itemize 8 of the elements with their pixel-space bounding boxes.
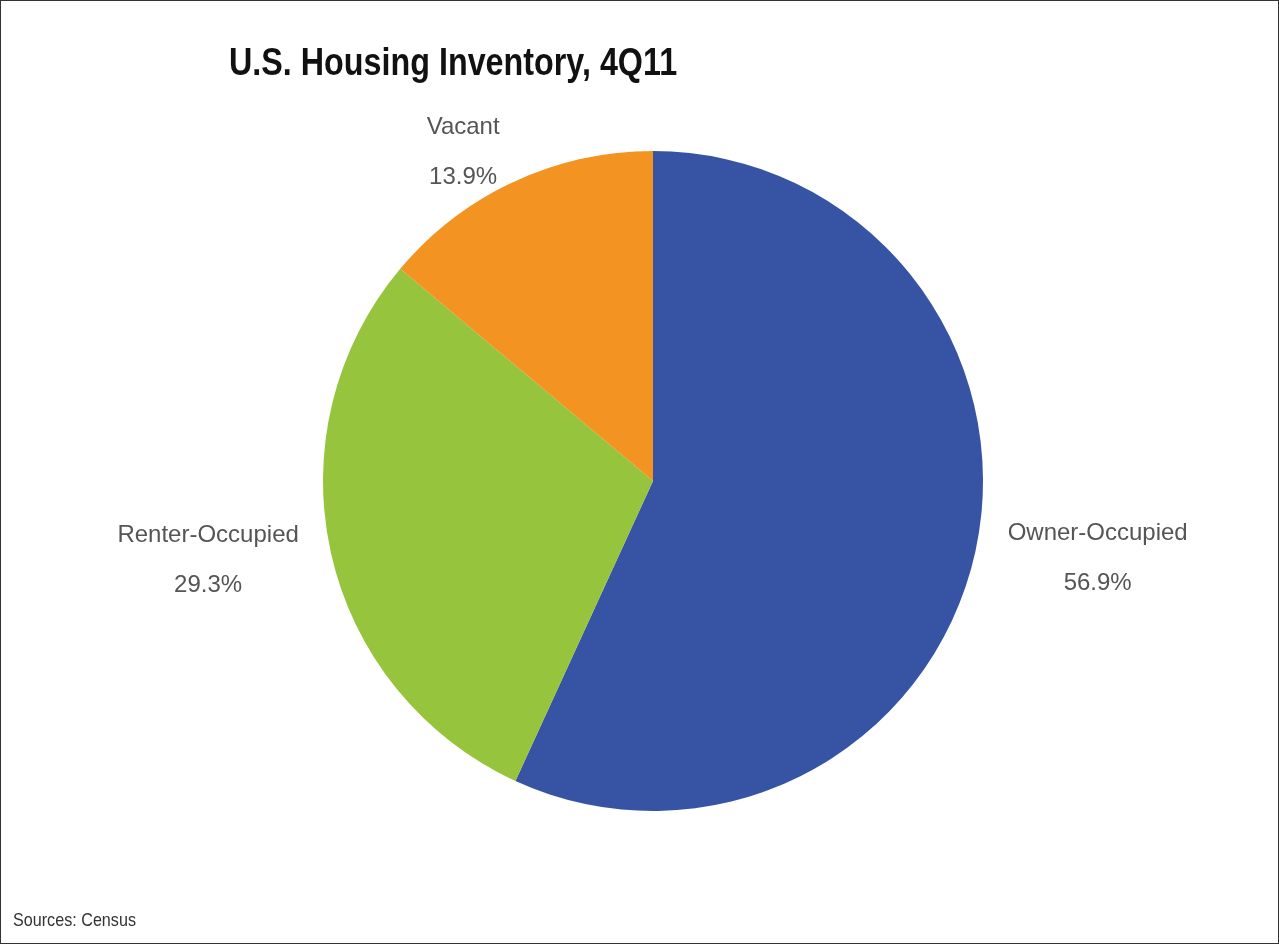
data-label: 13.9% [429,161,498,189]
slice-label: Renter-Occupied [117,520,299,548]
slice-label: Owner-Occupied [1007,518,1188,546]
chart-title: U.S. Housing Inventory, 4Q11 [229,41,678,84]
data-label: 56.9% [1063,568,1132,596]
slice-label: Vacant [426,111,500,139]
source-note: Sources: Census [13,909,136,931]
data-label: 29.3% [174,570,243,598]
